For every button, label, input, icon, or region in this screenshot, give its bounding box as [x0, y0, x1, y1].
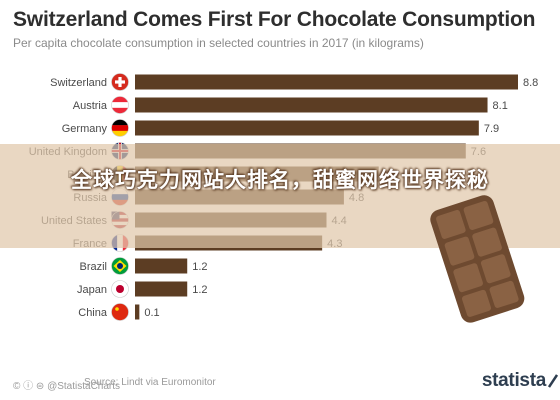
chocolate-square [444, 236, 475, 266]
bar [135, 120, 479, 136]
category-label: China [78, 307, 108, 319]
bar [135, 304, 140, 320]
statista-logo[interactable]: statista [481, 370, 546, 391]
chocolate-square [453, 263, 483, 293]
chocolate-square [489, 280, 519, 308]
flag-germany-icon [111, 119, 129, 137]
chart-title: Switzerland Comes First For Chocolate Co… [13, 8, 536, 31]
category-label: Japan [77, 284, 107, 296]
chocolate-bar-image [430, 195, 525, 323]
chart-subtitle: Per capita chocolate consumption in sele… [13, 36, 424, 50]
flag-switzerland-icon [111, 73, 129, 91]
bar [135, 281, 188, 297]
value-label: 1.2 [192, 261, 207, 273]
chocolate-square [463, 200, 494, 230]
bar [135, 258, 188, 274]
chocolate-square [461, 289, 492, 317]
copyright-note: © ⓘ ⊜ @StatistaCharts [13, 381, 121, 392]
source-note: Source: Lindt via Euromonitor [84, 377, 216, 388]
overlay-headline: 全球巧克力网站大排名，甜蜜网络世界探秘 [71, 169, 489, 192]
chocolate-square [472, 227, 502, 257]
category-label: Germany [62, 123, 108, 135]
value-label: 8.1 [493, 100, 508, 112]
flag-brazil-icon [111, 257, 129, 275]
value-label: 0.1 [144, 307, 159, 319]
category-label: Switzerland [50, 77, 107, 89]
bar [135, 74, 518, 90]
value-label: 8.8 [523, 77, 538, 89]
category-label: Austria [73, 100, 108, 112]
value-label: 1.2 [192, 284, 207, 296]
statista-logo-icon [548, 374, 558, 388]
flag-japan-icon [111, 280, 129, 298]
category-label: Brazil [79, 261, 107, 273]
bar [135, 97, 488, 113]
flag-china-icon [111, 303, 129, 321]
value-label: 7.9 [484, 123, 499, 135]
chocolate-square [436, 209, 466, 239]
chocolate-square [480, 254, 511, 284]
flag-austria-icon [111, 96, 129, 114]
